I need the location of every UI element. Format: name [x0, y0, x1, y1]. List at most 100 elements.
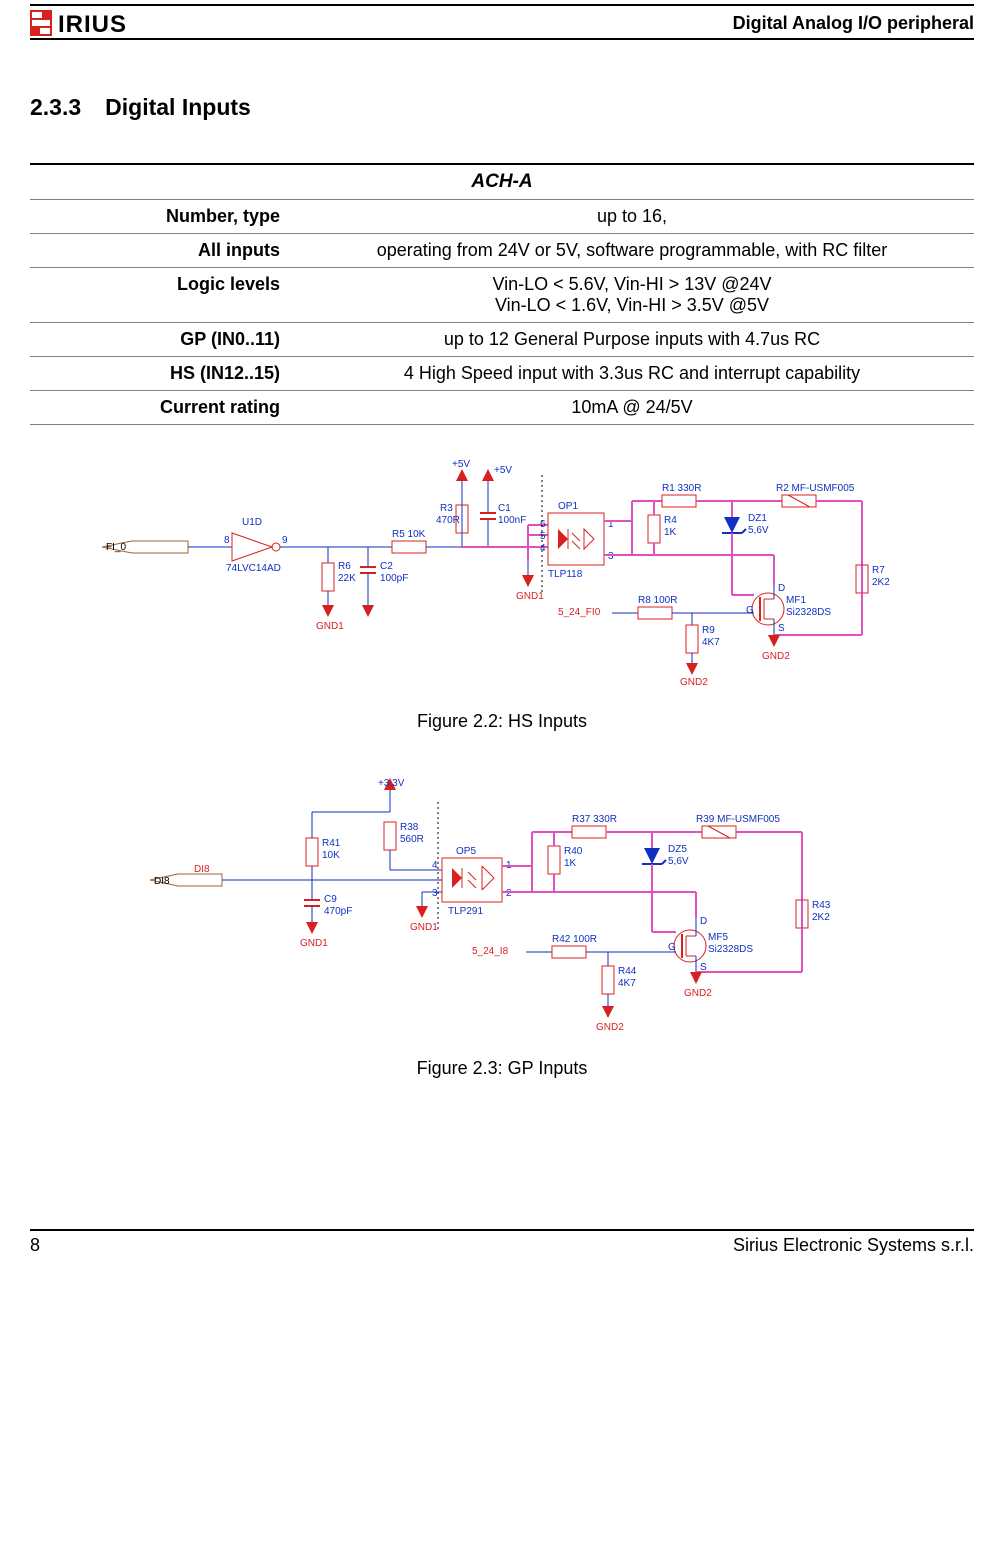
- page-number: 8: [30, 1235, 40, 1256]
- table-row: All inputs operating from 24V or 5V, sof…: [30, 234, 974, 268]
- row-value: Vin-LO < 5.6V, Vin-HI > 13V @24V Vin-LO …: [290, 268, 974, 323]
- svg-text:5: 5: [540, 531, 546, 542]
- svg-text:R1 330R: R1 330R: [662, 483, 701, 494]
- svg-text:R2 MF-USMF005: R2 MF-USMF005: [776, 483, 855, 494]
- row-value: operating from 24V or 5V, software progr…: [290, 234, 974, 268]
- svg-text:TLP118: TLP118: [548, 569, 583, 580]
- svg-text:FI_0: FI_0: [106, 542, 126, 553]
- svg-text:R4: R4: [664, 515, 677, 526]
- row-value: up to 16,: [290, 200, 974, 234]
- svg-text:560R: 560R: [400, 834, 424, 845]
- svg-text:2: 2: [506, 888, 512, 899]
- svg-text:D: D: [778, 583, 785, 594]
- svg-text:R42 100R: R42 100R: [552, 934, 597, 945]
- section-heading: 2.3.3 Digital Inputs: [30, 94, 974, 121]
- svg-text:5_24_FI0: 5_24_FI0: [558, 607, 601, 618]
- svg-text:+5V: +5V: [494, 465, 512, 476]
- svg-text:6: 6: [540, 519, 546, 530]
- figure-caption-2: Figure 2.3: GP Inputs: [30, 1058, 974, 1079]
- table-row: Number, type up to 16,: [30, 200, 974, 234]
- row-value: up to 12 General Purpose inputs with 4.7…: [290, 323, 974, 357]
- footer-company: Sirius Electronic Systems s.r.l.: [733, 1235, 974, 1256]
- svg-text:R5 10K: R5 10K: [392, 529, 426, 540]
- row-value: 4 High Speed input with 3.3us RC and int…: [290, 357, 974, 391]
- svg-text:3: 3: [608, 551, 614, 562]
- svg-text:GND1: GND1: [316, 621, 344, 632]
- svg-text:4K7: 4K7: [618, 978, 636, 989]
- svg-text:R40: R40: [564, 846, 583, 857]
- hs-schematic: FI_0 U1D 74LVC14AD 8 9 R6 22K GND1 C2 10…: [92, 455, 912, 685]
- svg-text:D: D: [700, 916, 707, 927]
- table-row: GP (IN0..11) up to 12 General Purpose in…: [30, 323, 974, 357]
- svg-text:DI8: DI8: [154, 876, 170, 887]
- svg-text:8: 8: [224, 535, 230, 546]
- svg-text:74LVC14AD: 74LVC14AD: [226, 563, 281, 574]
- svg-text:R43: R43: [812, 900, 831, 911]
- table-row: Current rating 10mA @ 24/5V: [30, 391, 974, 425]
- svg-text:GND2: GND2: [762, 651, 790, 662]
- table-row: HS (IN12..15) 4 High Speed input with 3.…: [30, 357, 974, 391]
- svg-text:+5V: +5V: [452, 459, 470, 470]
- figure-gp-inputs: DI8 DI8 R41 10K R38 560R +3.3V C9 470pF …: [30, 772, 974, 1079]
- svg-text:R6: R6: [338, 561, 351, 572]
- svg-text:GND1: GND1: [516, 591, 544, 602]
- svg-text:G: G: [668, 942, 676, 953]
- svg-text:R7: R7: [872, 565, 885, 576]
- table-header: ACH-A: [30, 164, 974, 200]
- row-value: 10mA @ 24/5V: [290, 391, 974, 425]
- svg-text:C9: C9: [324, 894, 337, 905]
- row-label: All inputs: [30, 234, 290, 268]
- svg-text:R39 MF-USMF005: R39 MF-USMF005: [696, 814, 780, 825]
- page-footer: 8 Sirius Electronic Systems s.r.l.: [30, 1231, 974, 1256]
- svg-text:2K2: 2K2: [812, 912, 830, 923]
- row-label: GP (IN0..11): [30, 323, 290, 357]
- svg-text:3: 3: [432, 888, 438, 899]
- spec-table: ACH-A Number, type up to 16, All inputs …: [30, 163, 974, 425]
- svg-text:4K7: 4K7: [702, 637, 720, 648]
- svg-text:100pF: 100pF: [380, 573, 408, 584]
- svg-text:MF5: MF5: [708, 932, 728, 943]
- svg-text:GND1: GND1: [300, 938, 328, 949]
- svg-text:1K: 1K: [564, 858, 577, 869]
- svg-text:5_24_I8: 5_24_I8: [472, 946, 509, 957]
- svg-text:GND2: GND2: [684, 988, 712, 999]
- header-title: Digital Analog I/O peripheral: [733, 13, 974, 34]
- svg-text:DI8: DI8: [194, 864, 210, 875]
- svg-text:470pF: 470pF: [324, 906, 352, 917]
- section-name: Digital Inputs: [105, 94, 251, 121]
- svg-text:DZ1: DZ1: [748, 513, 767, 524]
- svg-text:DZ5: DZ5: [668, 844, 687, 855]
- row-label: Number, type: [30, 200, 290, 234]
- row-label: Current rating: [30, 391, 290, 425]
- svg-text:R38: R38: [400, 822, 419, 833]
- svg-text:R37 330R: R37 330R: [572, 814, 617, 825]
- svg-text:GND2: GND2: [680, 677, 708, 685]
- svg-text:IRIUS: IRIUS: [58, 11, 127, 36]
- svg-text:TLP291: TLP291: [448, 906, 483, 917]
- gp-schematic: DI8 DI8 R41 10K R38 560R +3.3V C9 470pF …: [142, 772, 862, 1032]
- svg-text:U1D: U1D: [242, 517, 262, 528]
- svg-text:G: G: [746, 605, 754, 616]
- svg-text:R8 100R: R8 100R: [638, 595, 677, 606]
- svg-text:22K: 22K: [338, 573, 356, 584]
- svg-text:S: S: [778, 623, 785, 634]
- svg-text:R44: R44: [618, 966, 637, 977]
- svg-text:R3: R3: [440, 503, 453, 514]
- svg-text:OP5: OP5: [456, 846, 476, 857]
- svg-text:C1: C1: [498, 503, 511, 514]
- svg-text:5,6V: 5,6V: [668, 856, 689, 867]
- svg-text:2K2: 2K2: [872, 577, 890, 588]
- figure-caption-1: Figure 2.2: HS Inputs: [30, 711, 974, 732]
- table-row: Logic levels Vin-LO < 5.6V, Vin-HI > 13V…: [30, 268, 974, 323]
- svg-text:5,6V: 5,6V: [748, 525, 769, 536]
- svg-text:R9: R9: [702, 625, 715, 636]
- svg-text:GND2: GND2: [596, 1022, 624, 1032]
- svg-text:+3.3V: +3.3V: [378, 778, 405, 789]
- svg-text:Si2328DS: Si2328DS: [786, 607, 831, 618]
- svg-text:C2: C2: [380, 561, 393, 572]
- svg-text:10K: 10K: [322, 850, 340, 861]
- row-label: HS (IN12..15): [30, 357, 290, 391]
- svg-text:4: 4: [540, 543, 546, 554]
- figure-hs-inputs: FI_0 U1D 74LVC14AD 8 9 R6 22K GND1 C2 10…: [30, 455, 974, 732]
- svg-text:470R: 470R: [436, 515, 460, 526]
